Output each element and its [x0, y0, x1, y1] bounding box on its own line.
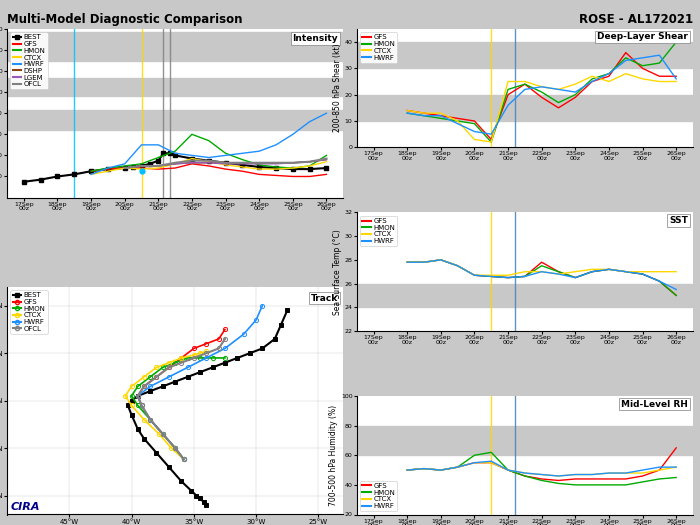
Text: Track: Track: [311, 293, 338, 302]
Text: ROSE - AL172021: ROSE - AL172021: [579, 13, 693, 26]
Text: Intensity: Intensity: [293, 34, 338, 43]
Bar: [357, 426, 693, 455]
Y-axis label: Sea Surface Temp (°C): Sea Surface Temp (°C): [332, 229, 342, 314]
Text: CIRA: CIRA: [10, 502, 40, 512]
Legend: BEST, GFS, HMON, CTCX, HWRF, OFCL: BEST, GFS, HMON, CTCX, HWRF, OFCL: [10, 290, 48, 334]
Legend: BEST, GFS, HMON, CTCX, HWRF, DSHP, LGEM, OFCL: BEST, GFS, HMON, CTCX, HWRF, DSHP, LGEM,…: [10, 33, 48, 89]
Legend: GFS, HMON, CTCX, HWRF: GFS, HMON, CTCX, HWRF: [360, 216, 398, 246]
Legend: GFS, HMON, CTCX, HWRF: GFS, HMON, CTCX, HWRF: [360, 481, 398, 511]
Bar: [7, 32, 343, 60]
Text: Multi-Model Diagnostic Comparison: Multi-Model Diagnostic Comparison: [7, 13, 242, 26]
Y-axis label: 700-500 hPa Humidity (%): 700-500 hPa Humidity (%): [329, 405, 338, 506]
Text: Deep-Layer Shear: Deep-Layer Shear: [597, 33, 688, 41]
Bar: [357, 42, 693, 68]
Bar: [357, 94, 693, 121]
Text: Mid-Level RH: Mid-Level RH: [621, 400, 688, 408]
Legend: GFS, HMON, CTCX, HWRF: GFS, HMON, CTCX, HWRF: [360, 33, 398, 62]
Bar: [7, 110, 343, 130]
Bar: [357, 284, 693, 307]
Text: SST: SST: [669, 216, 688, 225]
Bar: [7, 78, 343, 97]
Y-axis label: 200-850 hPa Shear (kt): 200-850 hPa Shear (kt): [333, 44, 342, 132]
